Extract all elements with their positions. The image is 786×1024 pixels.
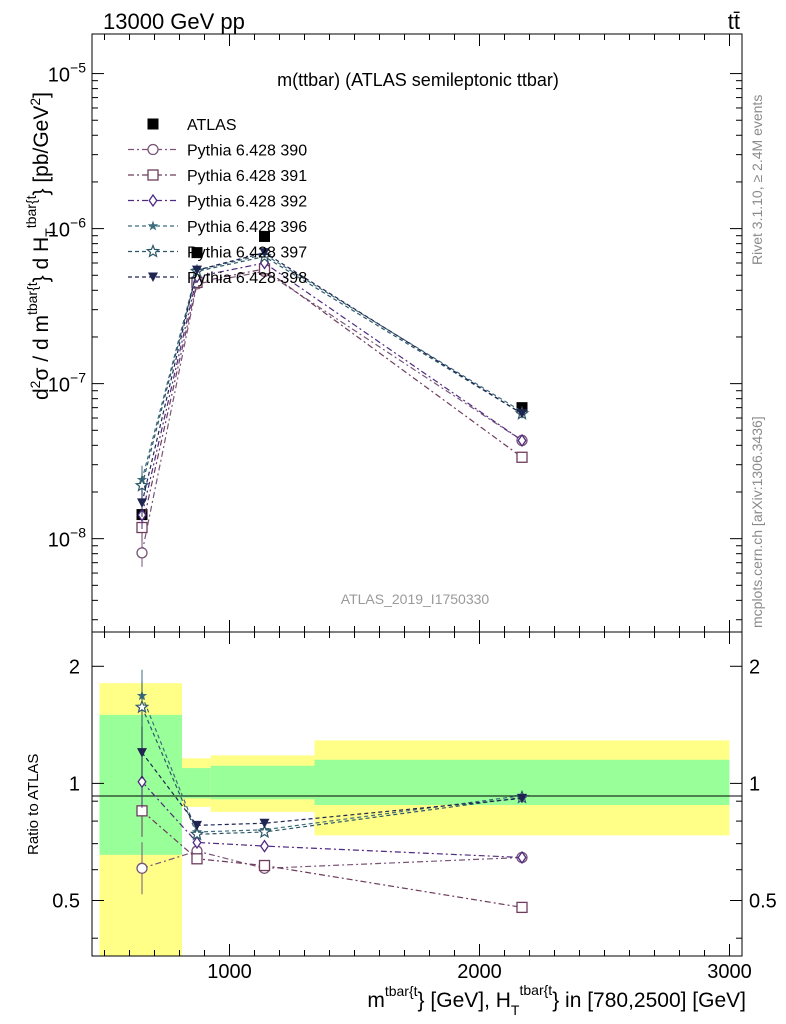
ratio-band-inner	[182, 768, 211, 799]
ratio-pythia-6-428-397-point	[257, 824, 272, 839]
ratio-y-tick-label-left: 2	[69, 656, 80, 678]
legend-label-pythia-6-428-398: Pythia 6.428 398	[187, 270, 307, 287]
ratio-x-tick-label: 1000	[207, 961, 252, 983]
ratio-pythia-6-428-398-point	[137, 748, 147, 758]
ratio-axis-ticks: 0.5 0.5 1 1 2 2 1000 2000 3000	[52, 632, 777, 983]
ratio-pythia-6-428-397-point	[134, 699, 150, 714]
ratio-pythia-6-428-398-point	[259, 818, 270, 829]
main-y-tick-label: 10−7	[48, 370, 86, 397]
legend-label-pythia-6-428-391: Pythia 6.428 391	[187, 168, 307, 185]
ratio-uncertainty-bands	[99, 683, 730, 956]
ratio-x-tick-label: 3000	[707, 961, 752, 983]
legend: ATLAS Pythia 6.428 390 Pythia 6.428 391 Pyt…	[128, 117, 307, 287]
header-right: tt̄	[728, 9, 740, 34]
pythia-6-428-398-point	[517, 409, 527, 419]
ratio-pythia-6-428-398-point	[192, 820, 202, 831]
x-axis-label: mtbar{t} [GeV], HTtbar{t} in [780,2500] …	[367, 982, 746, 1018]
rivet-version-label: Rivet 3.1.10, ≥ 2.4M events	[749, 95, 765, 265]
pythia-6-428-391-point	[516, 451, 528, 463]
legend-label-pythia-6-428-397: Pythia 6.428 397	[187, 245, 307, 262]
pythia-6-428-390-line	[141, 270, 523, 553]
main-y-tick-label: 10−6	[48, 215, 86, 242]
legend-marker-pythia-6-428-392	[148, 193, 158, 208]
pythia-6-428-392-line	[141, 262, 523, 516]
pythia-6-428-398-point	[259, 248, 270, 258]
pythia-6-428-397-point	[134, 477, 150, 492]
pythia-6-428-396-line	[141, 253, 523, 480]
ratio-pythia-6-428-390-line	[141, 850, 523, 869]
main-axis-ticks: 10−8 10−7 10−6 10−5	[48, 34, 742, 632]
legend-marker-atlas	[147, 118, 159, 130]
ratio-y-tick-label-right: 2	[749, 656, 760, 678]
main-y-tick-label: 10−8	[48, 525, 86, 552]
ratio-pythia-6-428-392-point	[259, 839, 270, 853]
ratio-pythia-6-428-392-point	[137, 775, 147, 789]
legend-label-pythia-6-428-390: Pythia 6.428 390	[187, 143, 307, 160]
main-title: m(ttbar) (ATLAS semileptonic ttbar)	[277, 70, 559, 90]
ratio-y-axis-label: Ratio to ATLAS	[25, 754, 42, 855]
ratio-pythia-6-428-391-point	[191, 853, 203, 865]
pythia-6-428-397-line	[141, 255, 523, 486]
main-y-axis-label: d2σ / d mtbar{t} d HTtbar{t} [pb/GeV2]	[23, 92, 58, 400]
ratio-y-tick-label-right: 1	[749, 773, 760, 795]
legend-label-pythia-6-428-392: Pythia 6.428 392	[187, 194, 307, 211]
atlas-point	[259, 230, 270, 242]
main-series-layer	[134, 230, 530, 567]
pythia-6-428-398-line	[141, 251, 523, 504]
ratio-y-tick-label-left: 0.5	[52, 890, 80, 912]
main-y-tick-label: 10−5	[48, 60, 86, 87]
pythia-6-428-392-point	[517, 433, 527, 448]
pythia-6-428-390-point	[136, 547, 148, 559]
ratio-pythia-6-428-391-line	[141, 810, 523, 908]
legend-marker-pythia-6-428-390	[147, 143, 159, 156]
ratio-pythia-6-428-398-line	[141, 752, 523, 826]
ratio-x-tick-label: 2000	[457, 961, 502, 983]
ratio-pythia-6-428-398-point	[517, 793, 527, 804]
header-left: 13000 GeV pp	[103, 9, 245, 34]
ratio-pythia-6-428-391-point	[258, 859, 271, 872]
ratio-y-tick-label-right: 0.5	[749, 890, 777, 912]
main-panel: 10−8 10−7 10−6 10−5 m(ttbar) (ATLAS semilep…	[23, 33, 743, 633]
pythia-6-428-398-point	[192, 265, 202, 276]
ratio-pythia-6-428-392-point	[517, 850, 527, 865]
legend-marker-pythia-6-428-398	[148, 272, 158, 282]
ratio-pythia-6-428-397-point	[189, 826, 205, 841]
ratio-panel: 0.5 0.5 1 1 2 2 1000 2000 3000 Ratio to ATLAS mt…	[25, 631, 777, 1018]
legend-label-atlas: ATLAS	[187, 117, 237, 134]
ratio-pythia-6-428-396-line	[141, 695, 523, 833]
ratio-pythia-6-428-390-point	[136, 862, 148, 874]
legend-marker-pythia-6-428-397	[145, 243, 161, 258]
ratio-band-inner	[210, 765, 315, 800]
atlas-point	[191, 247, 203, 259]
ratio-y-tick-label-left: 1	[69, 773, 80, 795]
pythia-6-428-391-line	[141, 268, 523, 528]
analysis-watermark: ATLAS_2019_I1750330	[341, 591, 490, 607]
ratio-pythia-6-428-392-line	[141, 781, 523, 859]
ratio-frame	[91, 631, 743, 957]
pythia-6-428-398-point	[137, 498, 147, 508]
legend-marker-pythia-6-428-396	[147, 220, 159, 231]
legend-label-pythia-6-428-396: Pythia 6.428 396	[187, 219, 307, 236]
ratio-pythia-6-428-391-point	[516, 901, 528, 914]
legend-marker-pythia-6-428-391	[147, 169, 159, 181]
ratio-series-layer	[134, 669, 530, 914]
ratio-pythia-6-428-392-point	[192, 835, 202, 850]
mcplots-label: mcplots.cern.ch [arXiv:1306.3436]	[749, 416, 765, 628]
